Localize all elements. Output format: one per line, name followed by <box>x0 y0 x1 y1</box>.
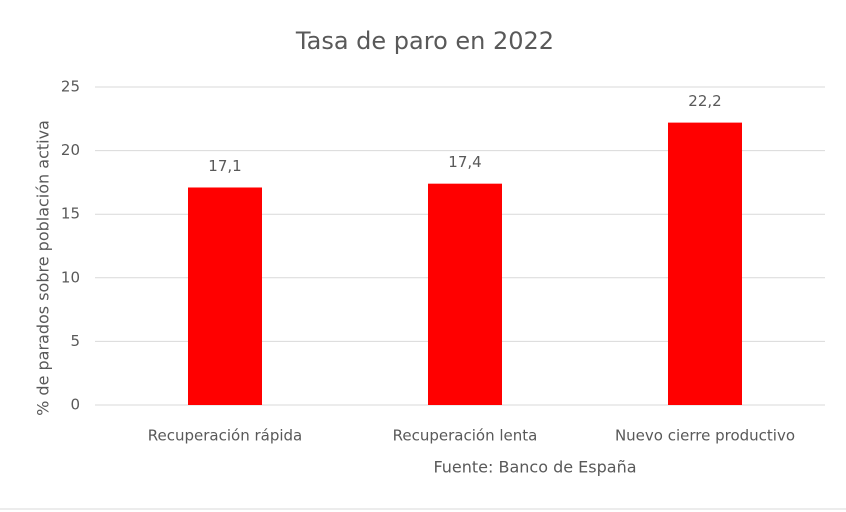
x-tick-label: Recuperación rápida <box>148 427 302 445</box>
y-tick-label: 5 <box>70 332 80 350</box>
y-tick-label: 10 <box>61 268 80 286</box>
bar <box>668 122 742 405</box>
value-label: 22,2 <box>688 92 721 110</box>
bar <box>428 183 502 405</box>
y-tick-label: 25 <box>61 78 80 96</box>
bar <box>188 187 262 405</box>
value-label: 17,4 <box>448 153 481 171</box>
y-tick-label: 20 <box>61 141 80 159</box>
x-tick-label: Nuevo cierre productivo <box>615 427 795 445</box>
y-axis-title: % de parados sobre población activa <box>34 120 53 416</box>
chart-title: Tasa de paro en 2022 <box>295 27 554 55</box>
y-tick-label: 15 <box>61 205 80 223</box>
x-axis-title: Fuente: Banco de España <box>433 458 636 477</box>
y-tick-label: 0 <box>70 396 80 414</box>
value-label: 17,1 <box>208 157 241 175</box>
x-tick-label: Recuperación lenta <box>393 427 538 445</box>
